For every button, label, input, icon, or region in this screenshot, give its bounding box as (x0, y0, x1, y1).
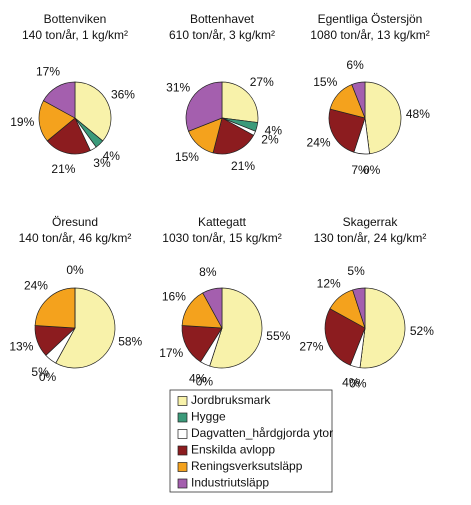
data-label: 7% (351, 163, 369, 177)
data-label: 6% (346, 58, 364, 72)
pie-slice (55, 287, 116, 369)
data-label: 58% (118, 334, 142, 348)
legend-box (169, 389, 333, 493)
data-label: 3% (93, 156, 111, 170)
data-label: 4% (265, 123, 283, 137)
pie-slice (34, 287, 76, 329)
pie-slice (185, 81, 223, 132)
data-label: 17% (159, 346, 183, 360)
data-label: 0% (363, 163, 381, 177)
legend-label: Enskilda avlopp (191, 443, 275, 457)
data-label: 12% (317, 276, 341, 290)
pie-slice (202, 287, 223, 329)
pie-slice (221, 81, 259, 123)
chart-title: Bottenhavet (190, 12, 255, 26)
pie-slice (209, 287, 263, 369)
pie-slice (212, 117, 255, 155)
legend-label: Hygge (191, 410, 226, 424)
data-label: 5% (347, 264, 365, 278)
chart-title: Öresund (52, 215, 98, 229)
pie-slice (42, 81, 76, 119)
pie-slice (352, 287, 366, 329)
legend-label: Dagvatten_hårdgjorda ytor (191, 426, 333, 440)
data-label: 19% (10, 115, 34, 129)
data-label: 24% (24, 279, 48, 293)
data-label: 27% (250, 75, 274, 89)
pie-slice (46, 117, 91, 155)
legend-label: Industriutsläpp (191, 476, 269, 490)
data-label: 21% (231, 159, 255, 173)
data-label: 36% (111, 88, 135, 102)
data-label: 16% (162, 290, 186, 304)
data-label: 55% (266, 329, 290, 343)
chart-subtitle: 1030 ton/år, 15 kg/km² (162, 231, 281, 245)
data-label: 4% (189, 372, 207, 386)
data-label: 4% (342, 375, 360, 389)
legend-swatch (177, 478, 188, 489)
data-label: 21% (51, 162, 75, 176)
data-label: 0% (66, 263, 84, 277)
legend-swatch (177, 396, 188, 406)
data-label: 13% (9, 339, 33, 353)
data-label: 31% (166, 80, 190, 94)
data-label: 17% (36, 65, 60, 79)
chart-subtitle: 140 ton/år, 1 kg/km² (22, 28, 128, 42)
pie-slice (364, 81, 402, 155)
chart-title: Skagerrak (343, 215, 399, 229)
pie-slice (351, 81, 366, 119)
data-label: 8% (199, 265, 217, 279)
data-label: 4% (103, 149, 121, 163)
data-label: 2% (261, 133, 279, 147)
chart-subtitle: 130 ton/år, 24 kg/km² (314, 231, 427, 245)
pie-slice (359, 287, 406, 369)
data-label: 15% (313, 75, 337, 89)
data-label: 52% (410, 324, 434, 338)
data-label: 15% (175, 150, 199, 164)
data-label: 24% (307, 136, 331, 150)
chart-subtitle: 610 ton/år, 3 kg/km² (169, 28, 275, 42)
pie-slice (38, 100, 76, 142)
pie-slice (181, 325, 223, 363)
chart-subtitle: 140 ton/år, 46 kg/km² (19, 231, 132, 245)
data-label: 0% (196, 374, 214, 388)
data-label: 0% (39, 370, 57, 384)
legend-swatch (177, 462, 188, 472)
data-label: 0% (349, 377, 367, 391)
legend-swatch (177, 429, 188, 439)
pie-slice (328, 108, 366, 153)
legend-label: Jordbruksmark (191, 393, 271, 407)
data-label: 48% (406, 107, 430, 121)
data-label: 27% (299, 339, 323, 353)
chart-title: Egentliga Östersjön (318, 12, 423, 26)
pie-slice (74, 81, 112, 142)
legend-swatch (177, 445, 188, 456)
legend-swatch (177, 412, 188, 423)
chart-title: Kattegatt (198, 215, 247, 229)
data-label: 5% (31, 365, 49, 379)
legend-label: Reningsverksutsläpp (191, 459, 303, 473)
chart-title: Bottenviken (44, 12, 107, 26)
chart-subtitle: 1080 ton/år, 13 kg/km² (310, 28, 429, 42)
